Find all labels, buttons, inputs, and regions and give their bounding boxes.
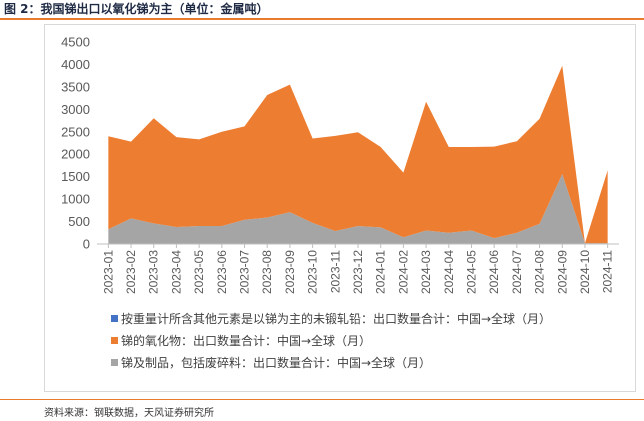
legend-swatch	[111, 337, 118, 344]
x-tick-label: 2024-11	[601, 250, 615, 293]
y-tick-label: 2000	[61, 147, 90, 162]
x-tick-label: 2024-08	[533, 250, 547, 294]
chart-svg: 0 500 1000 1500 2000 2500 3000 3500 4000 4500 2023…	[61, 35, 619, 370]
x-tick-label: 2023-06	[215, 250, 229, 294]
area-series-0	[108, 173, 608, 244]
x-tick-label: 2023-08	[260, 250, 274, 294]
x-tick-label: 2023-09	[283, 250, 297, 294]
x-tick-label: 2023-01	[101, 250, 115, 294]
legend-label: 锑的氧化物：出口数量合计：中国→全球（月）	[121, 333, 371, 348]
x-tick-label: 2023-07	[238, 250, 252, 294]
legend-swatch	[111, 359, 118, 366]
legend-label: 锑及制品，包括废碎料：出口数量合计：中国→全球（月）	[121, 355, 431, 370]
y-tick-label: 3500	[61, 79, 90, 94]
footer-divider	[0, 399, 644, 400]
source-note: 资料来源：钢联数据，天风证券研究所	[44, 408, 214, 419]
x-tick-label: 2024-05	[464, 250, 478, 294]
y-tick-label: 1000	[61, 192, 90, 207]
x-tick-label: 2023-12	[351, 250, 365, 294]
y-tick-label: 0	[83, 237, 90, 252]
legend-swatch	[111, 315, 118, 322]
x-tick-label: 2024-10	[578, 250, 592, 294]
x-tick-label: 2024-02	[396, 250, 410, 294]
x-tick-label: 2023-04	[169, 250, 183, 294]
x-tick-label: 2023-05	[192, 250, 206, 294]
x-tick-label: 2023-11	[328, 250, 342, 293]
y-tick-label: 4500	[61, 35, 90, 50]
area-series-1	[108, 65, 608, 244]
x-tick-label: 2024-04	[442, 250, 456, 294]
x-tick-label: 2024-06	[487, 250, 501, 294]
y-tick-label: 1500	[61, 169, 90, 184]
x-tick-label: 2023-03	[147, 250, 161, 294]
x-tick-label: 2024-07	[510, 250, 524, 294]
x-tick-label: 2023-02	[124, 250, 138, 294]
x-tick-label: 2024-03	[419, 250, 433, 294]
y-tick-label: 500	[68, 214, 90, 229]
figure-title: 图 2：我国锑出口以氧化锑为主（单位：金属吨）	[4, 2, 269, 16]
title-divider	[0, 18, 644, 20]
x-tick-label: 2024-01	[374, 250, 388, 294]
y-tick-label: 2500	[61, 124, 90, 139]
chart-frame: 0 500 1000 1500 2000 2500 3000 3500 4000 4500 2023…	[44, 24, 636, 392]
x-tick-label: 2024-09	[555, 250, 569, 294]
legend-label: 按重量计所含其他元素是以锑为主的未锻轧铅：出口数量合计：中国→全球（月）	[121, 311, 551, 326]
y-tick-label: 3000	[61, 102, 90, 117]
x-tick-label: 2023-10	[306, 250, 320, 294]
y-tick-label: 4000	[61, 57, 90, 72]
